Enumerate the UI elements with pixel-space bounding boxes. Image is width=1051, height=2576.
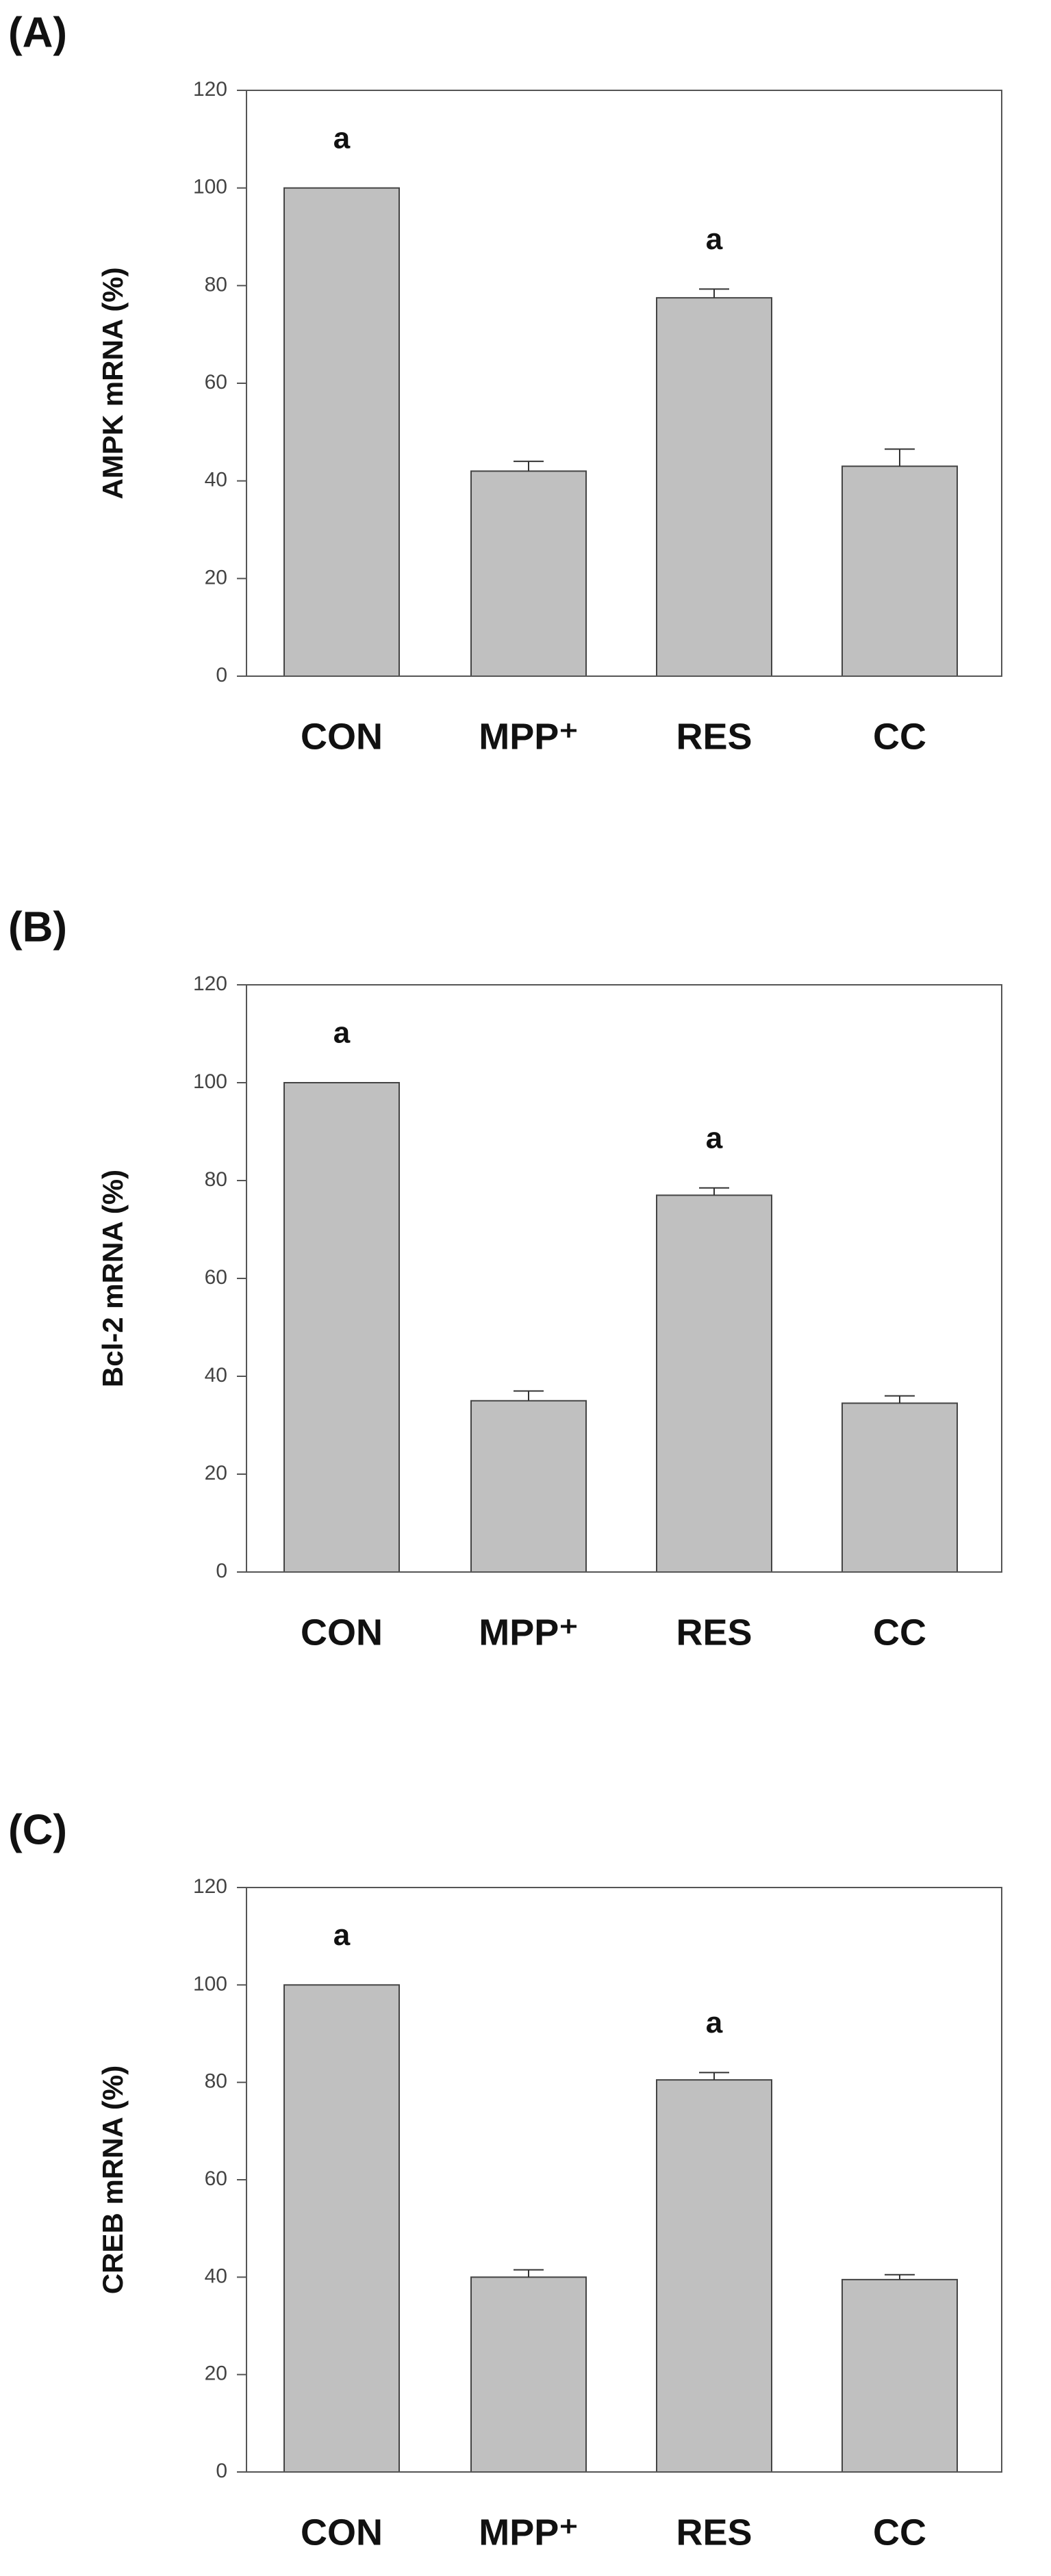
plot-frame: [246, 984, 1002, 1573]
error-bar: [699, 288, 729, 298]
annotation: a: [333, 121, 351, 155]
bar: [470, 470, 587, 678]
y-tick-label: 0: [216, 1560, 227, 1582]
y-tick-label: 120: [193, 1875, 227, 1898]
y-tick-label: 60: [205, 2167, 227, 2190]
y-tick-label: 120: [193, 78, 227, 101]
y-tick-label: 40: [205, 1364, 227, 1387]
x-tick-label: CC: [873, 1612, 926, 1653]
y-tick-label: 20: [205, 1462, 227, 1484]
y-tick-label: 20: [205, 2362, 227, 2385]
error-bar: [699, 1187, 729, 1196]
x-tick-label: CC: [873, 716, 926, 757]
y-tick-label: 120: [193, 973, 227, 995]
y-tick-label: 60: [205, 371, 227, 394]
bar: [283, 1984, 400, 2473]
y-axis-label: AMPK mRNA (%): [97, 267, 129, 499]
bar: [656, 2079, 772, 2473]
y-tick-label: 100: [193, 1972, 227, 1995]
error-bar: [885, 1395, 915, 1404]
x-tick-label: CON: [301, 716, 383, 757]
annotation: a: [333, 1016, 351, 1050]
x-tick-label: MPP⁺: [479, 1612, 579, 1653]
bar: [470, 1400, 587, 1573]
x-tick-label: RES: [676, 2512, 752, 2553]
y-tick-label: 40: [205, 469, 227, 491]
y-tick-label: 80: [205, 273, 227, 296]
error-bar: [885, 2274, 915, 2280]
x-tick-label: CON: [301, 2512, 383, 2553]
x-tick-label: RES: [676, 716, 752, 757]
y-tick-label: 0: [216, 2460, 227, 2482]
y-tick-label: 100: [193, 176, 227, 198]
x-tick-label: CC: [873, 2512, 926, 2553]
plot-frame: [246, 1887, 1002, 2473]
x-tick-label: MPP⁺: [479, 2512, 579, 2553]
panel-label: (B): [8, 903, 67, 951]
y-tick-label: 60: [205, 1266, 227, 1289]
bar: [656, 297, 772, 677]
y-tick-label: 100: [193, 1070, 227, 1093]
plot-frame: [246, 90, 1002, 677]
annotation: a: [333, 1918, 351, 1952]
bar: [841, 465, 958, 677]
panel-label: (C): [8, 1806, 67, 1853]
y-tick-label: 20: [205, 566, 227, 589]
annotation: a: [706, 2006, 723, 2039]
error-bar: [699, 2072, 729, 2081]
annotation: a: [706, 222, 723, 256]
bar: [656, 1194, 772, 1573]
annotation: a: [706, 1121, 723, 1155]
error-bar: [514, 2269, 544, 2278]
panel-label: (A): [8, 9, 67, 56]
bar: [283, 187, 400, 677]
y-tick-label: 0: [216, 664, 227, 686]
error-bar: [514, 461, 544, 472]
error-bar: [885, 448, 915, 467]
y-tick-label: 80: [205, 1168, 227, 1191]
x-tick-label: RES: [676, 1612, 752, 1653]
y-axis-label: CREB mRNA (%): [97, 2065, 129, 2294]
x-tick-label: CON: [301, 1612, 383, 1653]
error-bar: [514, 1390, 544, 1401]
x-tick-label: MPP⁺: [479, 716, 579, 757]
y-axis-label: Bcl-2 mRNA (%): [97, 1170, 129, 1387]
bar: [283, 1082, 400, 1573]
bar: [841, 1402, 958, 1573]
bar: [841, 2278, 958, 2473]
y-tick-label: 80: [205, 2070, 227, 2093]
y-tick-label: 40: [205, 2265, 227, 2287]
bar: [470, 2276, 587, 2473]
